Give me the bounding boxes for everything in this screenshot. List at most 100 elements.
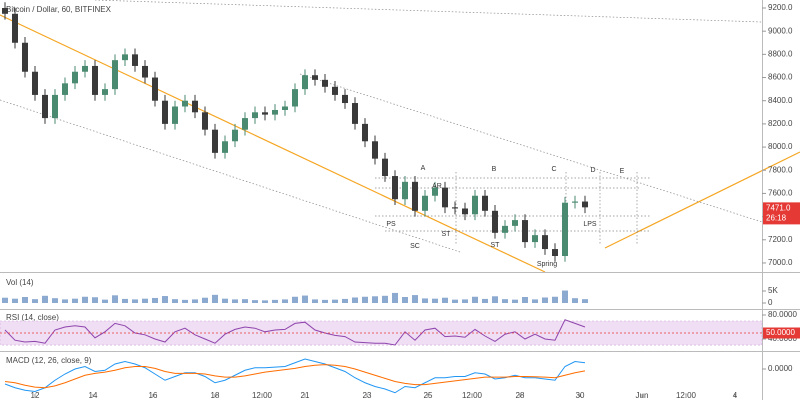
candle-body [32,71,38,95]
candle-body [352,103,358,124]
y-tick-label: 7800.0 [768,165,793,174]
candle-body [182,100,188,107]
volume-bar [102,299,108,304]
wyckoff-label: Spring [537,261,557,268]
volume-bar [312,299,318,304]
candle-body [342,94,348,104]
y-tick-label: 8400.0 [768,96,793,105]
volume-bar [502,299,508,304]
pane-title: Vol (14) [6,278,34,287]
candle-body [432,187,438,196]
x-tick-label: Jun [636,391,649,400]
candle-body [102,89,108,95]
candle-body [122,54,128,61]
volume-bar [152,297,158,304]
y-tick-label: 7600.0 [768,189,793,198]
volume-bar [272,299,278,304]
candle-body [142,65,148,78]
y-tick-label: 7000.0 [768,258,793,267]
volume-bar [442,297,448,304]
y-tick-label: 0.0000 [768,364,793,373]
volume-bar [532,299,538,304]
wyckoff-label: E [620,168,625,175]
candle-body [232,129,238,142]
candle-body [332,86,338,95]
volume-bar [362,296,368,304]
wyckoff-label: LPS [583,221,597,228]
candle-body [312,75,318,80]
candle-body [272,109,278,115]
trend-line [604,151,800,249]
candle-body [552,249,558,257]
volume-bar [172,299,178,304]
wyckoff-label: B [492,166,497,173]
wyckoff-label: SC [410,243,420,250]
volume-bar [562,290,568,304]
y-tick-label: 8000.0 [768,142,793,151]
candle-body [522,220,528,243]
volume-bar [282,299,288,304]
candle-body [42,94,48,119]
indicator-line [4,364,586,389]
wyckoff-label: AR [432,183,442,190]
volume-bar [402,297,408,304]
candle-body [492,210,498,233]
volume-bar [232,299,238,304]
candle-body [52,94,58,119]
candle-body [502,225,508,233]
volume-bar [342,298,348,304]
candle-body [282,106,288,110]
volume-bar [32,299,38,304]
volume-bar [512,299,518,304]
x-tick-label: 30 [576,391,585,400]
volume-bar [222,298,228,304]
wyckoff-label: C [551,166,556,173]
volume-bar [182,299,188,304]
wyckoff-label: ST [442,231,452,238]
candle-body [72,71,78,84]
candle-body [512,220,518,226]
volume-bar [12,298,18,304]
volume-bar [212,294,218,304]
candle-body [472,195,478,215]
wyckoff-label: ST [491,242,501,249]
candle-body [82,65,88,72]
volume-bar [462,299,468,304]
candle-body [2,7,8,14]
volume-bar [412,295,418,304]
volume-bar [2,297,8,304]
channel-line [299,73,763,223]
volume-bar [422,298,428,304]
channel-line [94,0,763,23]
x-tick-label: 16 [149,391,158,400]
candle-body [572,201,578,203]
volume-bar [132,299,138,304]
y-tick-label: 8600.0 [768,73,793,82]
candle-body [582,201,588,208]
candle-body [132,54,138,66]
volume-bar [202,297,208,304]
price-badge-label: 7471.0 [766,203,791,212]
volume-bar [162,296,168,304]
volume-bar [22,297,28,304]
x-tick-label: 23 [363,391,372,400]
countdown: 26:18 [766,213,787,222]
pane-title: RSI (14, close) [6,313,59,322]
volume-bar [472,296,478,304]
candle-body [192,100,198,113]
volume-bar [572,298,578,304]
y-tick-label: 80.0000 [768,310,797,319]
x-tick-label: 21 [301,391,310,400]
y-tick-label: 8800.0 [768,49,793,58]
candle-body [532,235,538,243]
x-tick-label: 18 [211,391,220,400]
x-tick-label: 4 [733,391,738,400]
pane-title: MACD (12, 26, close, 9) [6,356,92,365]
candle-body [172,106,178,124]
volume-bar [252,300,258,304]
candle-body [412,181,418,211]
x-tick-label: 25 [424,391,433,400]
candle-body [92,65,98,95]
value-badge-label: 50.0000 [766,328,795,337]
candle-body [422,195,428,211]
